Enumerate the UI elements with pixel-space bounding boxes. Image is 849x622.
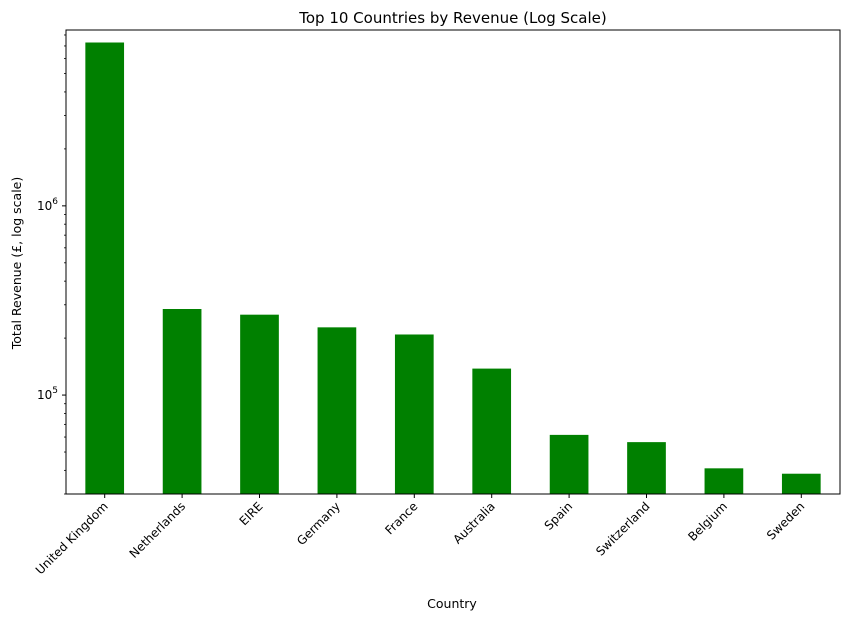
- x-tick-label: Australia: [450, 499, 497, 546]
- bar: [472, 368, 512, 494]
- x-tick-label: France: [382, 499, 420, 537]
- bar: [627, 442, 666, 494]
- chart-title: Top 10 Countries by Revenue (Log Scale): [298, 9, 607, 27]
- x-tick-label: Germany: [294, 499, 343, 548]
- y-tick-label: 106: [37, 197, 58, 213]
- x-tick-label: Spain: [542, 499, 576, 533]
- bar: [240, 314, 279, 494]
- bars-group: [85, 42, 821, 495]
- x-tick-label: Sweden: [764, 499, 807, 542]
- bar: [704, 468, 744, 494]
- plot-frame: [65, 29, 841, 495]
- bar: [394, 334, 434, 494]
- x-tick-label: United Kingdom: [33, 499, 111, 577]
- bar: [549, 434, 589, 494]
- x-tick-label: Netherlands: [127, 499, 189, 561]
- y-ticks-group: 105 106: [37, 34, 66, 495]
- x-ticks-group: United Kingdom Netherlands EIRE Germany Fran…: [33, 494, 807, 577]
- bar: [162, 309, 202, 494]
- x-tick-label: Belgium: [685, 499, 730, 544]
- bar: [781, 473, 821, 494]
- bar: [85, 42, 125, 495]
- y-tick-label: 105: [37, 386, 58, 402]
- x-tick-label: Switzerland: [593, 499, 652, 558]
- x-tick-label: EIRE: [237, 499, 266, 528]
- bar: [317, 327, 357, 494]
- y-axis-label: Total Revenue (£, log scale): [9, 177, 24, 350]
- x-axis-label: Country: [427, 596, 477, 611]
